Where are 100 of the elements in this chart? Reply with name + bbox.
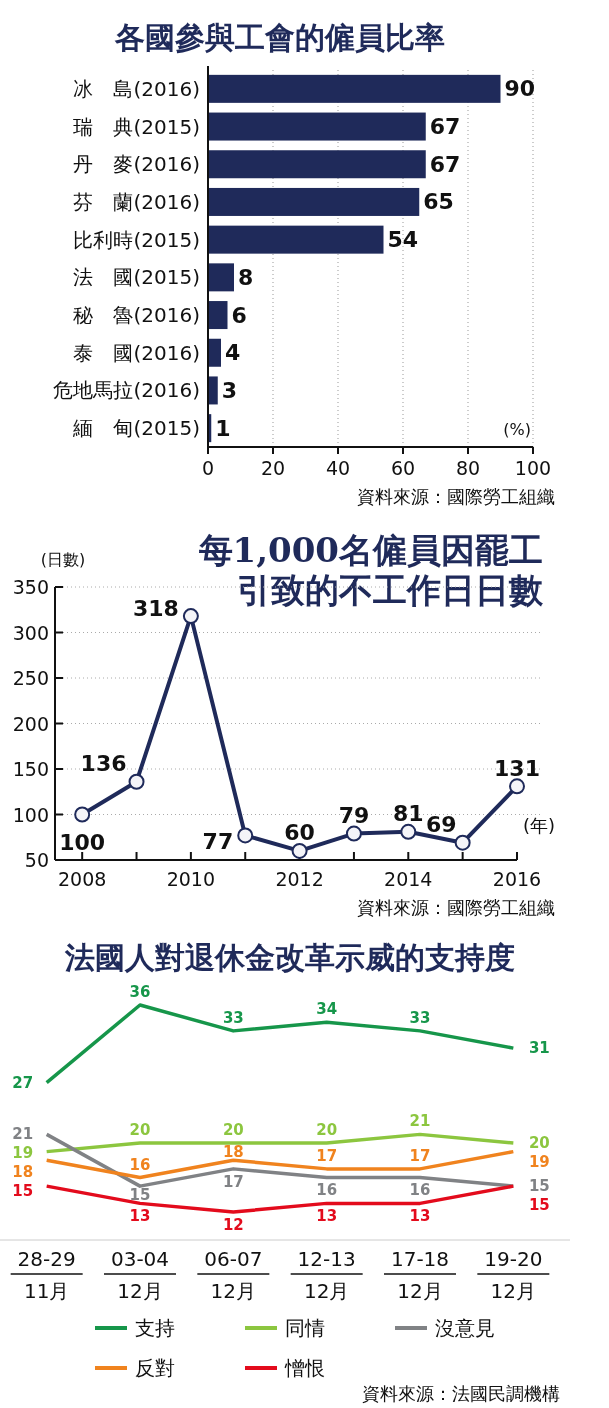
data-label: 81 bbox=[392, 801, 424, 827]
data-label: 20 bbox=[316, 1121, 338, 1139]
bar bbox=[208, 150, 426, 179]
data-label: 1 bbox=[215, 415, 231, 441]
y-tick-label: 200 bbox=[12, 712, 49, 735]
data-label: 67 bbox=[429, 151, 461, 177]
x-tick-label: 0 bbox=[201, 457, 215, 479]
data-label: 33 bbox=[222, 1008, 244, 1027]
point bbox=[345, 825, 362, 842]
x-axis-title: (年) bbox=[522, 815, 556, 836]
point bbox=[400, 823, 417, 840]
x-tick-label: 2016 bbox=[492, 868, 542, 890]
y-tick-label: 法 國(2015) bbox=[73, 265, 200, 290]
data-label: 60 bbox=[284, 820, 315, 846]
point bbox=[128, 773, 145, 790]
data-label: 21 bbox=[409, 1112, 431, 1131]
chart-title: 每1,000名僱員因罷工引致的不工作日日數 bbox=[197, 530, 544, 610]
x-tick-label: 40 bbox=[325, 457, 351, 479]
y-tick-label: 緬 甸(2015) bbox=[72, 416, 200, 441]
data-label: 20 bbox=[528, 1134, 550, 1152]
data-label: 16 bbox=[316, 1181, 338, 1200]
y-tick-label: 危地馬拉(2016) bbox=[53, 378, 200, 403]
y-tick-label: 250 bbox=[12, 667, 49, 689]
x-tick-label: 28-29 11月 bbox=[17, 1247, 76, 1303]
data-label: 13 bbox=[409, 1207, 431, 1226]
y-axis-title: (日數) bbox=[40, 550, 86, 569]
data-label: 20 bbox=[222, 1121, 244, 1139]
bar bbox=[208, 225, 384, 254]
data-label: 18 bbox=[12, 1163, 34, 1182]
y-tick-label: 50 bbox=[24, 849, 49, 871]
data-label: 15 bbox=[528, 1177, 550, 1196]
x-tick-label: 12-13 12月 bbox=[297, 1247, 356, 1303]
data-label: 65 bbox=[423, 189, 454, 215]
data-label: 54 bbox=[387, 227, 419, 253]
point bbox=[182, 608, 199, 625]
point bbox=[237, 827, 254, 844]
data-label: 12 bbox=[222, 1216, 244, 1234]
data-label: 17 bbox=[409, 1146, 431, 1165]
point bbox=[454, 834, 471, 851]
data-label: 4 bbox=[225, 340, 241, 366]
source-note: 資料來源：國際勞工組織 bbox=[357, 897, 555, 918]
y-tick-label: 芬 蘭(2016) bbox=[73, 189, 200, 214]
y-tick-label: 300 bbox=[12, 621, 49, 644]
x-tick-label: 80 bbox=[455, 457, 481, 479]
data-label: 19 bbox=[528, 1153, 550, 1171]
data-label: 36 bbox=[129, 983, 151, 1001]
data-label: 34 bbox=[316, 1000, 338, 1019]
chart-title: 各國參與工會的僱員比率 bbox=[114, 20, 445, 55]
y-tick-label: 350 bbox=[12, 576, 49, 598]
bar bbox=[208, 187, 420, 216]
data-label: 21 bbox=[12, 1125, 34, 1144]
data-label: 19 bbox=[12, 1144, 34, 1163]
bar bbox=[208, 376, 218, 405]
point bbox=[509, 778, 525, 795]
x-tick-label: 20 bbox=[260, 457, 286, 479]
point bbox=[291, 842, 308, 859]
y-tick-label: 丹 麥(2016) bbox=[73, 152, 200, 177]
legend-label: 憎恨 bbox=[284, 1356, 325, 1380]
y-tick-label: 秘 魯(2016) bbox=[73, 303, 200, 328]
bar bbox=[208, 338, 221, 367]
bar bbox=[208, 263, 234, 292]
x-tick-label: 17-18 12月 bbox=[390, 1247, 450, 1303]
x-tick-label: 19-20 12月 bbox=[484, 1247, 543, 1303]
y-tick-label: 泰 國(2016) bbox=[73, 340, 200, 365]
data-label: 3 bbox=[221, 377, 238, 403]
data-label: 8 bbox=[238, 264, 254, 290]
data-label: 318 bbox=[132, 595, 179, 621]
data-label: 17 bbox=[222, 1172, 244, 1191]
y-tick-label: 100 bbox=[12, 803, 49, 826]
data-label: 17 bbox=[316, 1146, 338, 1165]
data-label: 6 bbox=[231, 302, 247, 328]
data-label: 33 bbox=[409, 1008, 431, 1027]
data-label: 20 bbox=[129, 1121, 151, 1139]
y-tick-label: 冰 島(2016) bbox=[73, 76, 200, 101]
x-tick-label: 2012 bbox=[275, 868, 324, 890]
y-tick-label: 150 bbox=[12, 758, 49, 780]
x-tick-label: 2008 bbox=[58, 868, 107, 890]
data-label: 18 bbox=[222, 1142, 244, 1161]
legend-label: 同情 bbox=[285, 1316, 325, 1340]
y-tick-label: 比利時(2015) bbox=[73, 227, 200, 252]
data-label: 16 bbox=[409, 1181, 431, 1200]
data-label: 67 bbox=[429, 114, 461, 140]
legend-label: 支持 bbox=[135, 1316, 175, 1340]
source-note: 資料來源：法國民調機構 bbox=[362, 1383, 560, 1404]
data-label: 31 bbox=[528, 1039, 550, 1058]
data-label: 15 bbox=[129, 1185, 151, 1204]
data-label: 15 bbox=[12, 1182, 34, 1201]
y-tick-label: 瑞 典(2015) bbox=[73, 114, 200, 139]
source-note: 資料來源：國際勞工組織 bbox=[357, 486, 555, 507]
x-tick-label: 06-07 12月 bbox=[204, 1247, 263, 1303]
data-label: 136 bbox=[80, 751, 127, 777]
data-label: 90 bbox=[504, 76, 536, 102]
legend-label: 沒意見 bbox=[435, 1316, 495, 1340]
data-label: 16 bbox=[129, 1155, 151, 1174]
x-axis-title: (%) bbox=[503, 420, 531, 439]
data-label: 131 bbox=[494, 755, 540, 781]
x-tick-label: 03-04 12月 bbox=[110, 1247, 170, 1303]
data-label: 13 bbox=[316, 1207, 338, 1226]
legend-label: 反對 bbox=[135, 1356, 175, 1380]
data-label: 27 bbox=[12, 1073, 34, 1092]
